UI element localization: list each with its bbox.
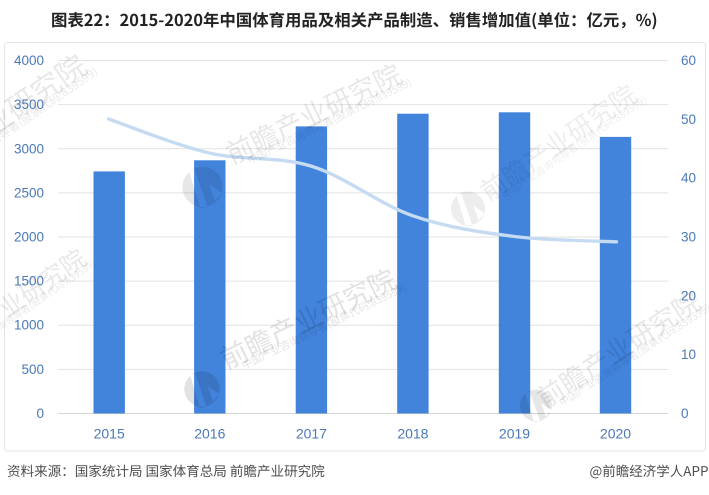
svg-text:2017: 2017 [296,426,327,442]
svg-text:0: 0 [36,406,44,421]
svg-text:2000: 2000 [14,230,44,245]
svg-text:0: 0 [681,406,689,421]
svg-text:20: 20 [681,288,696,303]
svg-text:2015: 2015 [94,426,125,442]
svg-text:40: 40 [681,171,696,186]
svg-text:1500: 1500 [14,274,44,289]
svg-text:500: 500 [21,362,44,377]
svg-text:2018: 2018 [397,426,428,442]
svg-text:30: 30 [681,230,696,245]
svg-text:1000: 1000 [14,318,44,333]
svg-text:50: 50 [681,112,696,127]
svg-text:3000: 3000 [14,141,44,156]
svg-text:10: 10 [681,347,696,362]
svg-text:3500: 3500 [14,97,44,112]
svg-text:2020: 2020 [600,426,631,442]
svg-text:4000: 4000 [14,53,44,68]
svg-text:2019: 2019 [499,426,530,442]
svg-text:2016: 2016 [194,426,225,442]
svg-text:2500: 2500 [14,185,44,200]
svg-text:60: 60 [681,53,696,68]
